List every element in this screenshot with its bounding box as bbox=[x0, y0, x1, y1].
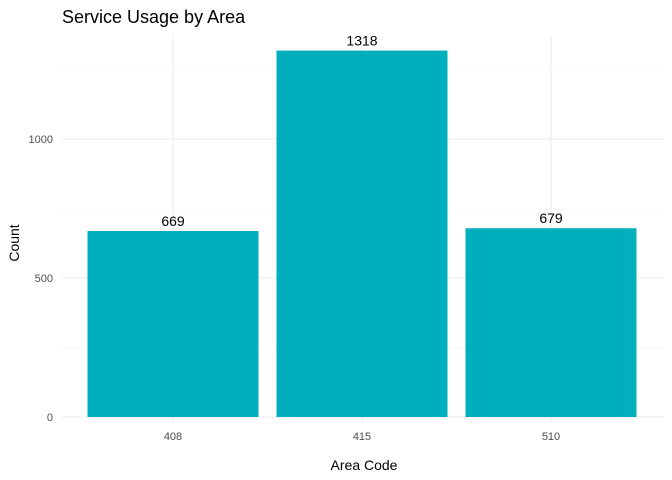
chart-title: Service Usage by Area bbox=[62, 7, 246, 27]
y-tick-label: 500 bbox=[35, 273, 53, 285]
data-label-415: 1318 bbox=[346, 33, 377, 49]
y-axis-ticks: 0 500 1000 bbox=[29, 134, 53, 424]
x-tick-label: 510 bbox=[542, 431, 560, 443]
bar-408 bbox=[87, 231, 259, 417]
x-axis-ticks: 408 415 510 bbox=[164, 431, 560, 443]
x-axis-title: Area Code bbox=[331, 457, 398, 473]
y-axis-title: Count bbox=[6, 224, 22, 261]
data-labels: 669 1318 679 bbox=[161, 33, 563, 229]
x-tick-label: 408 bbox=[164, 431, 182, 443]
y-tick-label: 0 bbox=[47, 412, 53, 424]
data-label-510: 679 bbox=[539, 210, 563, 226]
bar-510 bbox=[465, 228, 637, 417]
x-tick-label: 415 bbox=[353, 431, 371, 443]
y-tick-label: 1000 bbox=[29, 134, 53, 146]
bars bbox=[87, 50, 637, 417]
data-label-408: 669 bbox=[161, 213, 185, 229]
bar-415 bbox=[276, 50, 448, 417]
